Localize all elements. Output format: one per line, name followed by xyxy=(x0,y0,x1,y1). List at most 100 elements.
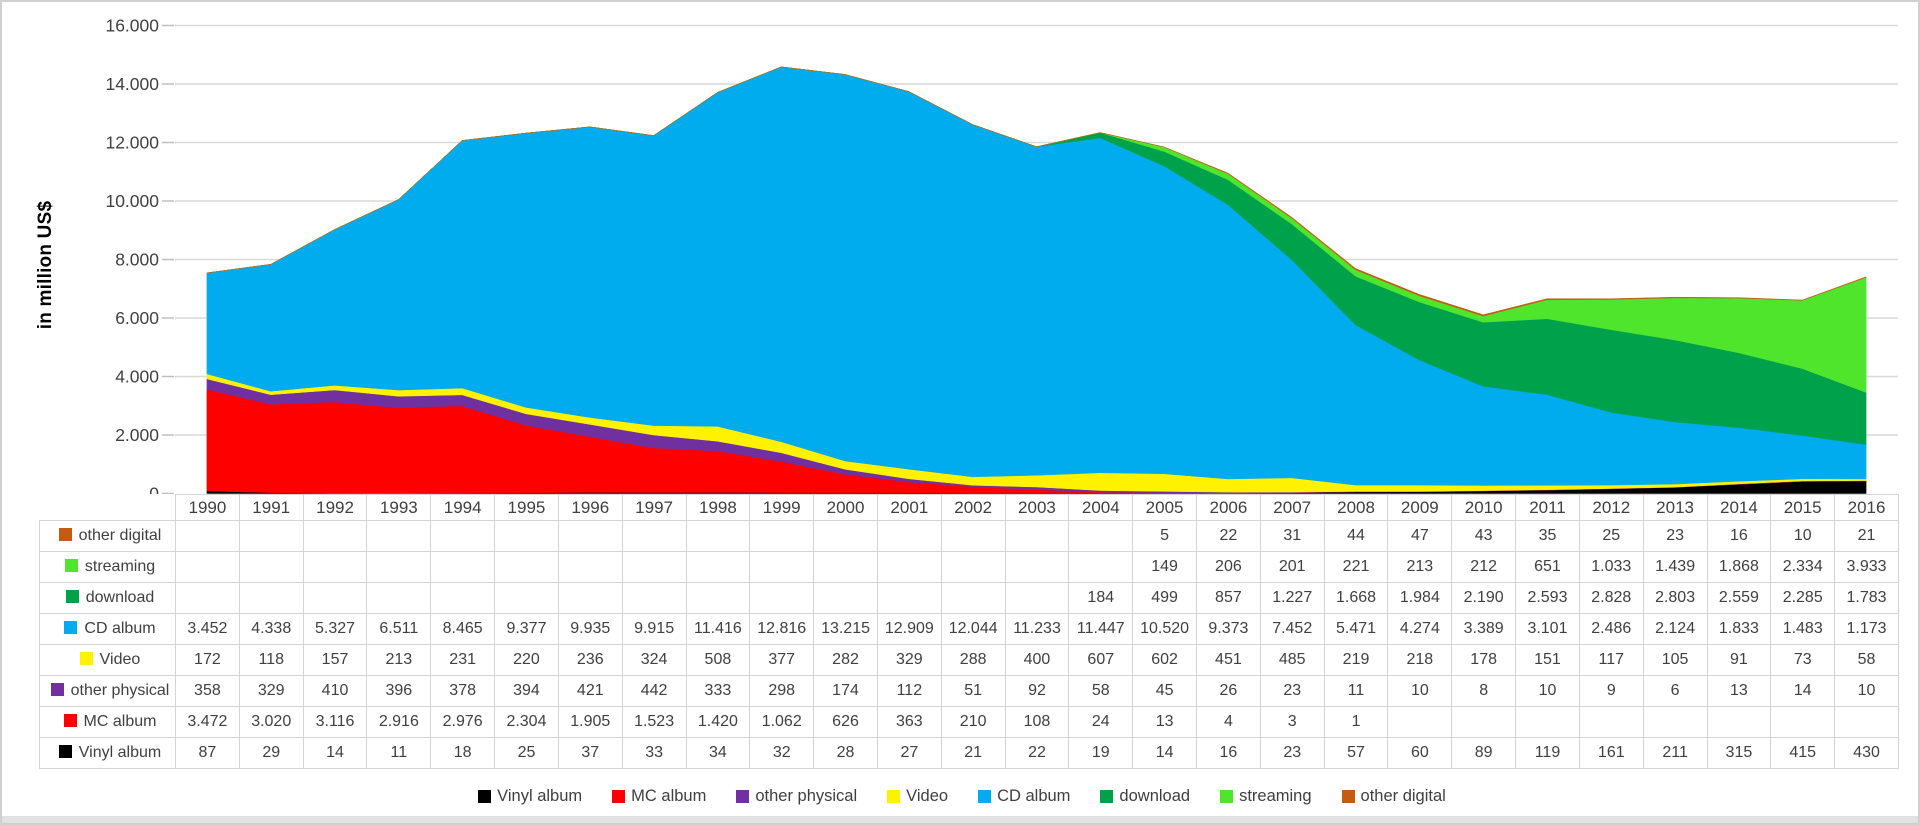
y-axis-tick-label: 10.000 xyxy=(105,191,159,211)
value-cell: 1.868 xyxy=(1706,551,1772,583)
year-header: 1998 xyxy=(685,494,751,521)
value-cell: 12.044 xyxy=(940,613,1006,645)
value-cell: 60 xyxy=(1387,737,1453,769)
value-cell: 57 xyxy=(1323,737,1389,769)
value-cell: 485 xyxy=(1259,644,1325,676)
value-cell: 9.377 xyxy=(494,613,559,645)
value-cell xyxy=(621,582,687,614)
value-cell xyxy=(1004,520,1070,552)
value-cell: 2.828 xyxy=(1578,582,1644,614)
value-cell: 3.101 xyxy=(1515,613,1580,645)
row-label-streaming: streaming xyxy=(39,551,176,583)
value-cell: 219 xyxy=(1323,644,1389,676)
value-cell: 47 xyxy=(1387,520,1453,552)
y-axis-tick-label: 4.000 xyxy=(115,367,159,387)
value-cell: 44 xyxy=(1323,520,1389,552)
value-cell: 161 xyxy=(1578,737,1644,769)
value-cell xyxy=(1515,706,1580,738)
value-cell: 28 xyxy=(813,737,878,769)
value-cell: 394 xyxy=(494,675,559,707)
value-cell: 149 xyxy=(1132,551,1197,583)
value-cell: 2.285 xyxy=(1770,582,1836,614)
value-cell: 9.373 xyxy=(1196,613,1261,645)
value-cell: 14 xyxy=(1770,675,1836,707)
value-cell xyxy=(813,551,878,583)
value-cell: 178 xyxy=(1451,644,1517,676)
value-cell: 14 xyxy=(302,737,368,769)
value-cell: 1.173 xyxy=(1834,613,1899,645)
legend-color-swatch xyxy=(736,789,750,803)
year-header: 1996 xyxy=(557,494,623,521)
value-cell: 87 xyxy=(175,737,240,769)
value-cell xyxy=(366,551,432,583)
value-cell: 4 xyxy=(1196,706,1261,738)
y-axis-tick-label: 8.000 xyxy=(115,250,159,270)
area-series-other-digital xyxy=(206,66,1867,317)
value-cell: 1.783 xyxy=(1834,582,1899,614)
value-cell: 13 xyxy=(1706,675,1772,707)
row-label-mc-album: MC album xyxy=(39,706,176,738)
series-color-swatch xyxy=(64,621,78,634)
legend-label: Vinyl album xyxy=(497,786,583,805)
value-cell: 172 xyxy=(175,644,240,676)
legend-label: CD album xyxy=(997,786,1071,805)
series-color-swatch xyxy=(58,528,72,541)
value-cell: 24 xyxy=(1068,706,1134,738)
value-cell: 378 xyxy=(430,675,496,707)
table-corner-cell xyxy=(40,495,176,521)
value-cell: 221 xyxy=(1323,551,1389,583)
value-cell: 91 xyxy=(1706,644,1772,676)
value-cell: 21 xyxy=(940,737,1006,769)
value-cell: 26 xyxy=(1196,675,1261,707)
value-cell xyxy=(876,551,942,583)
value-cell: 5.327 xyxy=(302,613,368,645)
value-cell xyxy=(302,520,368,552)
y-axis-tick-label: 0 xyxy=(149,484,159,495)
value-cell xyxy=(685,551,751,583)
value-cell xyxy=(685,582,751,614)
year-header: 1991 xyxy=(238,494,304,521)
value-cell: 2.916 xyxy=(366,706,432,738)
value-cell xyxy=(940,582,1006,614)
table-row: other physical 358 329 410 396 378 394 421 442 33… xyxy=(39,675,1899,707)
year-header: 2010 xyxy=(1451,494,1517,521)
value-cell: 5 xyxy=(1132,520,1197,552)
value-cell: 236 xyxy=(557,644,623,676)
value-cell: 8.465 xyxy=(430,613,496,645)
table-row: CD album 3.452 4.338 5.327 6.511 8.465 9.377 9.… xyxy=(39,613,1899,645)
legend-color-swatch xyxy=(1220,789,1234,803)
year-header: 2016 xyxy=(1834,494,1899,521)
value-cell: 1.523 xyxy=(621,706,687,738)
year-header: 1997 xyxy=(621,494,687,521)
year-header: 2013 xyxy=(1642,494,1708,521)
series-color-swatch xyxy=(63,714,77,727)
value-cell: 1.905 xyxy=(557,706,623,738)
stacked-area-chart: 0 2.000 4.000 6.000 8.000 10.000 12.000 14.000 1… xyxy=(105,16,1898,495)
value-cell: 857 xyxy=(1196,582,1261,614)
year-header: 2015 xyxy=(1770,494,1836,521)
value-cell: 415 xyxy=(1770,737,1836,769)
value-cell xyxy=(876,582,942,614)
year-header: 2004 xyxy=(1068,494,1134,521)
value-cell xyxy=(621,520,687,552)
value-cell: 3.933 xyxy=(1834,551,1899,583)
series-color-swatch xyxy=(79,652,93,665)
value-cell: 23 xyxy=(1642,520,1708,552)
value-cell: 282 xyxy=(813,644,878,676)
year-header: 2008 xyxy=(1323,494,1389,521)
value-cell xyxy=(1642,706,1708,738)
value-cell: 16 xyxy=(1196,737,1261,769)
year-header: 1993 xyxy=(366,494,432,521)
data-table: 1990 1991 1992 1993 1994 1995 1996 1997 1998 1999… xyxy=(39,494,1899,769)
value-cell: 33 xyxy=(621,737,687,769)
bottom-window-strip xyxy=(2,816,1918,823)
value-cell: 396 xyxy=(366,675,432,707)
value-cell: 16 xyxy=(1706,520,1772,552)
y-axis-tick-label: 14.000 xyxy=(105,74,159,94)
value-cell xyxy=(238,551,304,583)
value-cell: 1.062 xyxy=(749,706,815,738)
y-axis-title: in million US$ xyxy=(35,200,56,330)
value-cell xyxy=(1706,706,1772,738)
value-cell: 3.389 xyxy=(1451,613,1517,645)
